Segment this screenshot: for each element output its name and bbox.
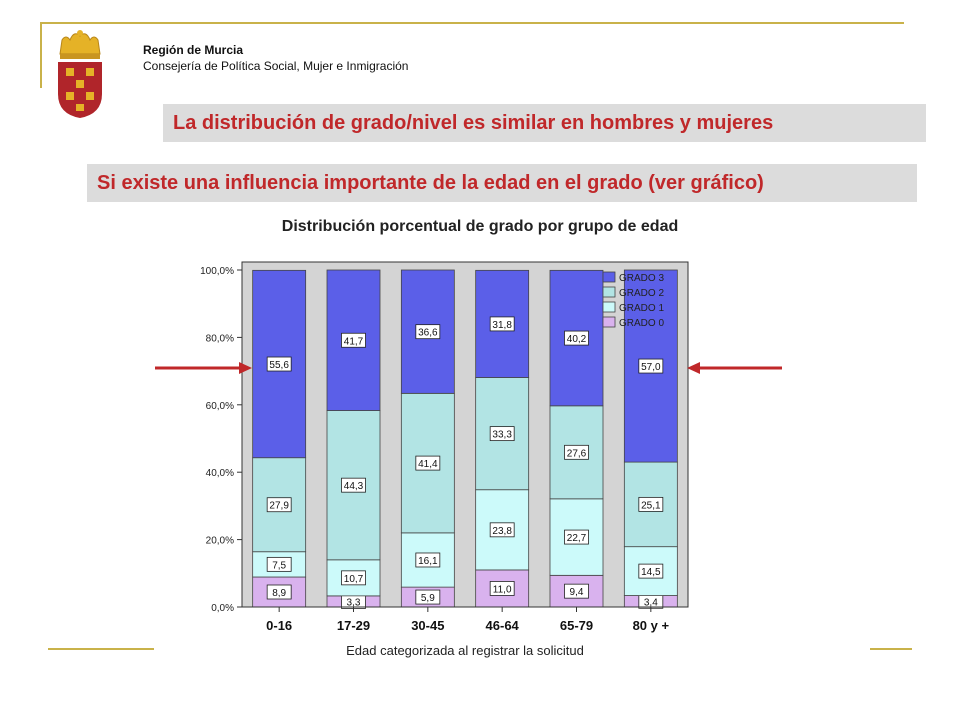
- legend-label: GRADO 0: [619, 318, 664, 329]
- data-label-box: [415, 552, 441, 568]
- left-red-arrow: [155, 362, 252, 374]
- banner-age-text: Si existe una influencia importante de l…: [97, 172, 764, 194]
- banner-gender: La distribución de grado/nivel es simila…: [163, 104, 926, 142]
- data-label: 31,8: [492, 320, 512, 331]
- data-label: 7,5: [272, 560, 286, 571]
- footer-line-right: [870, 648, 912, 650]
- y-tick-label: 60,0%: [206, 401, 234, 412]
- data-label: 57,0: [641, 362, 661, 373]
- data-label-box: [564, 583, 589, 599]
- data-label: 27,6: [567, 448, 587, 459]
- data-label: 5,9: [421, 593, 435, 604]
- data-label-box: [638, 563, 664, 579]
- data-label: 33,3: [492, 430, 512, 441]
- data-label-box: [564, 529, 589, 545]
- data-label-box: [638, 358, 664, 374]
- y-tick-label: 40,0%: [206, 468, 234, 479]
- data-label: 8,9: [272, 588, 286, 599]
- data-label-box: [266, 356, 292, 372]
- data-label-box: [266, 556, 292, 572]
- data-label-box: [564, 330, 589, 346]
- data-label-box: [266, 497, 292, 513]
- legend-label: GRADO 3: [619, 273, 664, 284]
- top-frame-line: [40, 22, 904, 24]
- org-name: Región de Murcia: [143, 43, 244, 57]
- data-label-box: [564, 444, 589, 460]
- data-label: 27,9: [269, 501, 289, 512]
- legend-swatch: [602, 271, 616, 283]
- data-label-box: [489, 426, 515, 442]
- x-tick-label: 65-79: [560, 618, 593, 633]
- data-label: 3,4: [644, 597, 658, 608]
- footer-line-left: [48, 648, 154, 650]
- data-label-box: [489, 522, 515, 538]
- data-label: 9,4: [570, 587, 584, 598]
- data-label: 23,8: [492, 526, 512, 537]
- data-label-box: [415, 455, 441, 471]
- data-label: 41,4: [418, 459, 438, 470]
- data-label: 22,7: [567, 533, 587, 544]
- legend-swatch: [602, 316, 616, 328]
- stacked-bar-chart: 0,0% 20,0% 40,0% 60,0% 80,0% 100,0% 8,9 7,5 27,9…: [200, 261, 689, 658]
- x-tick-label: 0-16: [266, 618, 292, 633]
- legend-swatch: [602, 301, 616, 313]
- legend-swatch: [602, 286, 616, 298]
- data-label-box: [638, 496, 664, 512]
- y-tick-label: 20,0%: [206, 536, 234, 547]
- data-label-box: [341, 570, 366, 586]
- data-label-box: [415, 589, 441, 605]
- data-label: 14,5: [641, 567, 661, 578]
- y-tick-label: 0,0%: [211, 603, 234, 614]
- left-frame-line: [40, 22, 42, 88]
- org-department: Consejería de Política Social, Mujer e I…: [143, 59, 409, 73]
- data-label: 44,3: [344, 481, 364, 492]
- data-label-box: [266, 584, 292, 600]
- organization-header: Región de Murcia Consejería de Política …: [143, 42, 408, 74]
- data-label: 41,7: [344, 336, 364, 347]
- legend-label: GRADO 2: [619, 288, 664, 299]
- data-label-box: [489, 316, 515, 332]
- right-red-arrow: [687, 362, 782, 374]
- x-axis-title: Edad categorizada al registrar la solici…: [346, 643, 584, 658]
- y-tick-label: 100,0%: [200, 266, 234, 277]
- data-label: 10,7: [344, 574, 364, 585]
- y-tick-label: 80,0%: [206, 333, 234, 344]
- x-tick-label: 80 y +: [633, 618, 670, 633]
- data-label: 16,1: [418, 556, 438, 567]
- x-tick-label: 30-45: [411, 618, 444, 633]
- region-coat-of-arms-logo: [58, 30, 102, 118]
- data-label: 3,3: [347, 597, 361, 608]
- banner-age: Si existe una influencia importante de l…: [87, 164, 917, 202]
- data-label-box: [341, 477, 366, 493]
- chart-title: Distribución porcentual de grado por gru…: [281, 218, 679, 235]
- x-tick-label: 46-64: [486, 618, 520, 633]
- data-label: 11,0: [493, 584, 512, 595]
- data-label: 40,2: [567, 334, 587, 345]
- data-label: 25,1: [641, 500, 661, 511]
- x-tick-label: 17-29: [337, 618, 370, 633]
- data-label: 55,6: [269, 360, 289, 371]
- data-label-box: [489, 581, 515, 596]
- data-label-box: [415, 324, 441, 340]
- banner-gender-text: La distribución de grado/nivel es simila…: [173, 112, 774, 134]
- legend-label: GRADO 1: [619, 303, 664, 314]
- data-label: 36,6: [418, 328, 438, 339]
- data-label-box: [341, 332, 366, 348]
